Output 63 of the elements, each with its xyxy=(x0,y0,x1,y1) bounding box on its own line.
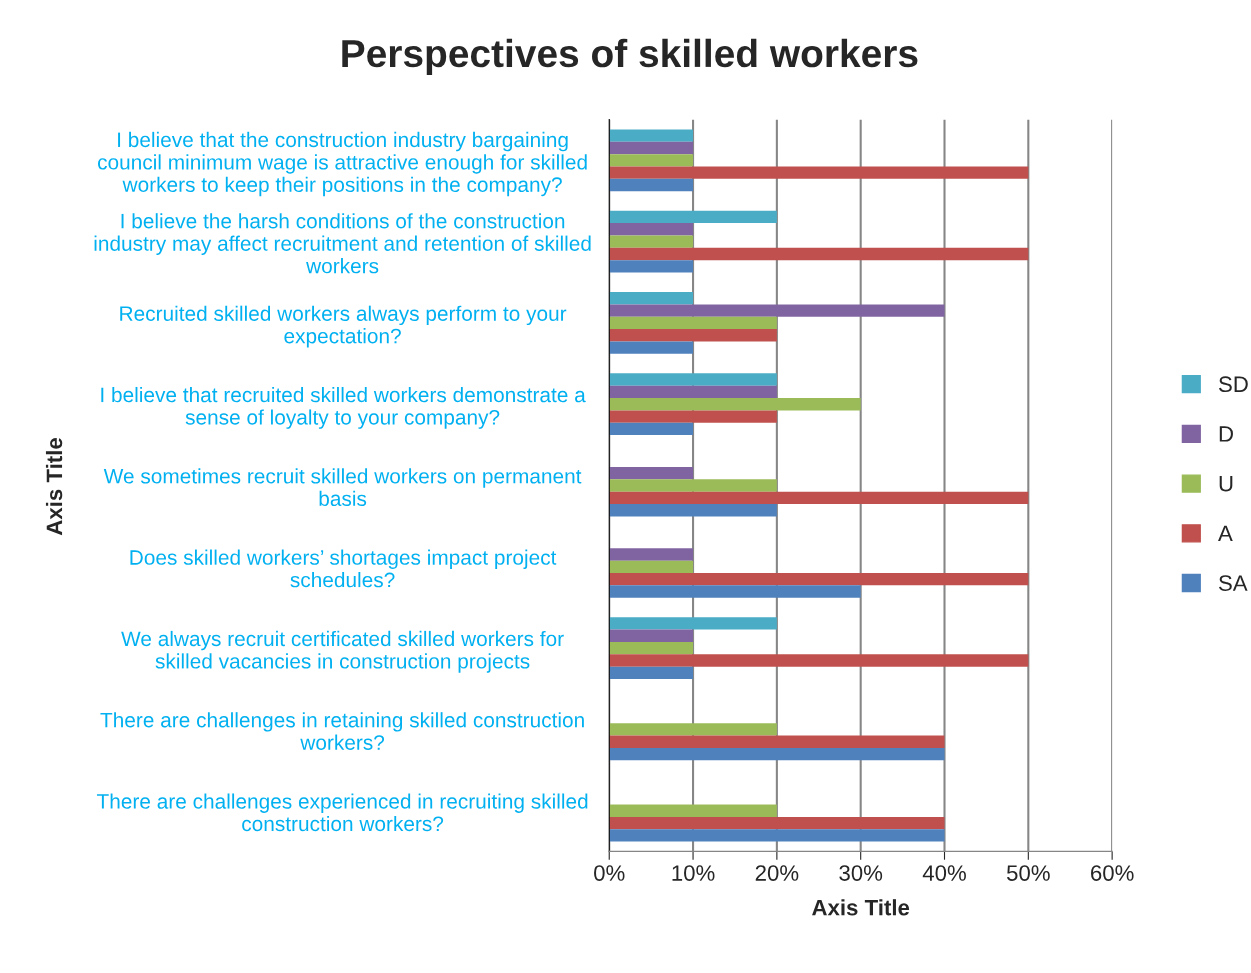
bar xyxy=(609,316,777,330)
x-tick-label: 40% xyxy=(922,865,966,881)
x-tick-label: 30% xyxy=(839,865,883,881)
bar xyxy=(609,260,694,273)
y-axis-title: Axis Title xyxy=(45,438,63,536)
bar xyxy=(609,629,694,642)
y-tick-label: I believe that the construction industry bargaining council minimum wage is attractive enough for skilled workers to keep their positions in the company? xyxy=(97,131,587,197)
y-tick-label: There are challenges in retaining skilled construction workers? xyxy=(100,712,584,750)
y-tick-label: I believe the harsh conditions of the construction industry may affect recruitment and retention of skilled workers xyxy=(94,213,591,274)
bar xyxy=(609,141,694,155)
bar xyxy=(609,304,945,317)
legend-label: D xyxy=(1219,426,1233,442)
bar xyxy=(609,804,777,817)
bar xyxy=(609,573,1029,586)
bar xyxy=(609,491,1029,505)
bar xyxy=(609,329,777,342)
y-tick-label: We always recruit certificated skilled workers for skilled vacancies in construction projects xyxy=(121,630,564,673)
bar xyxy=(609,829,945,842)
x-tick-label: 60% xyxy=(1091,865,1134,881)
bar xyxy=(609,166,1029,179)
bar xyxy=(609,247,1029,261)
bar xyxy=(609,210,777,224)
legend-label: A xyxy=(1218,525,1233,542)
bar xyxy=(609,816,945,830)
bar xyxy=(609,398,861,411)
bar xyxy=(609,504,777,517)
bar xyxy=(609,422,694,436)
bar xyxy=(609,641,694,655)
y-tick-label: I believe that recruited skilled workers demonstrate a sense of loyalty to your company? xyxy=(101,386,586,429)
y-tick-label: We sometimes recruit skilled workers on permanent basis xyxy=(103,468,582,507)
legend-label: SD xyxy=(1219,376,1248,393)
bar xyxy=(609,129,694,142)
bar xyxy=(609,466,694,480)
y-tick-label: Recruited skilled workers always perform to your expectation? xyxy=(120,305,567,348)
bar xyxy=(609,223,694,236)
chart-title: Perspectives of skilled workers xyxy=(342,38,918,75)
bar xyxy=(609,617,777,630)
bar xyxy=(609,178,694,192)
legend-label: SA xyxy=(1219,575,1248,591)
bar xyxy=(609,410,777,423)
x-tick-label: 10% xyxy=(672,865,715,881)
bar xyxy=(609,341,694,354)
bar xyxy=(609,654,1029,667)
bar xyxy=(609,723,777,736)
bar xyxy=(609,560,694,574)
y-tick-label: Does skilled workers’ shortages impact project schedules? xyxy=(130,549,557,588)
x-axis-title: Axis Title xyxy=(812,899,910,916)
x-tick-label: 20% xyxy=(755,865,799,881)
bar xyxy=(609,385,777,399)
bar xyxy=(609,154,694,167)
bar xyxy=(609,585,861,598)
x-tick-label: 0% xyxy=(594,865,625,881)
bar xyxy=(609,548,694,561)
bar xyxy=(609,666,694,680)
bar xyxy=(609,747,945,761)
bar xyxy=(609,479,777,492)
legend-label: U xyxy=(1219,476,1233,492)
x-tick-label: 50% xyxy=(1006,865,1050,881)
y-tick-label: There are challenges experienced in recruiting skilled construction workers? xyxy=(96,793,588,832)
bar xyxy=(609,735,945,748)
bar xyxy=(609,235,694,248)
bar xyxy=(609,292,694,305)
bar xyxy=(609,373,777,386)
